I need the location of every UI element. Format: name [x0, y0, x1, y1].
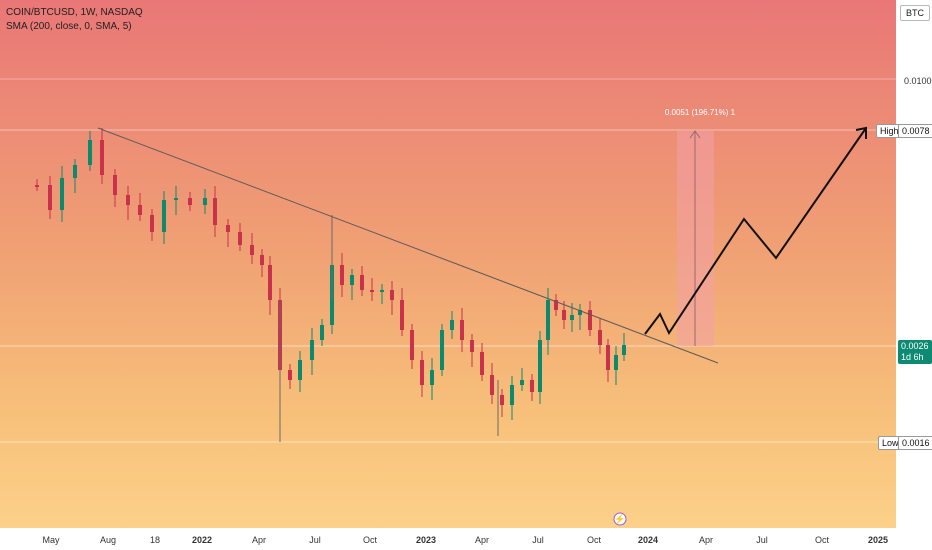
candle-body: [150, 215, 154, 232]
candle-body: [100, 140, 104, 175]
candle-body: [510, 385, 514, 405]
candle-body: [226, 225, 230, 232]
candle-body: [470, 340, 474, 352]
low-value: 0.0016: [898, 436, 932, 450]
candle-body: [538, 340, 542, 392]
candle-body: [250, 245, 254, 255]
candle-body: [410, 330, 414, 360]
candle-body: [546, 300, 550, 340]
candle-body: [570, 315, 574, 320]
candle-body: [430, 370, 434, 385]
candle-body: [174, 198, 178, 200]
candle-body: [35, 185, 39, 187]
bar-countdown: 1d 6h: [901, 352, 924, 362]
candle-body: [268, 265, 272, 300]
time-axis[interactable]: [0, 528, 932, 550]
candle-body: [530, 380, 534, 392]
measure-label: 0.0051 (196.71%) 1: [665, 108, 736, 117]
time-tick-label: Aug: [99, 535, 117, 545]
candle-body: [88, 140, 92, 165]
candle-body: [238, 232, 242, 245]
time-tick-label: 2024: [637, 535, 659, 545]
candle-body: [598, 330, 602, 345]
candle-body: [138, 205, 142, 215]
candle-body: [500, 395, 504, 405]
candle-body: [450, 320, 454, 330]
currency-badge[interactable]: BTC: [900, 5, 930, 21]
candle-body: [203, 198, 207, 205]
candle-body: [320, 325, 324, 340]
candle-body: [60, 178, 64, 210]
candle-body: [113, 175, 117, 195]
candle-body: [370, 290, 374, 292]
candle-body: [340, 265, 344, 285]
candle-body: [260, 255, 264, 265]
candle-body: [298, 360, 302, 380]
time-tick-label: 2025: [867, 535, 889, 545]
candle-body: [188, 198, 192, 205]
candle-body: [588, 310, 592, 330]
time-tick-label: Apr: [251, 535, 267, 545]
time-tick-label: Jul: [756, 535, 768, 545]
high-label: High: [876, 124, 903, 138]
candle-body: [490, 375, 494, 395]
candle-series: [35, 128, 626, 442]
descending-trendline[interactable]: [97, 127, 719, 364]
candle-body: [460, 320, 464, 340]
candle-body: [126, 195, 130, 205]
time-tick-label: 2022: [191, 535, 213, 545]
candle-body: [400, 300, 404, 330]
candle-body: [360, 275, 364, 290]
candle-body: [288, 370, 292, 380]
time-tick-label: Jul: [309, 535, 321, 545]
candle-body: [520, 380, 524, 385]
measure-arrow-head: [689, 130, 701, 139]
candle-body: [73, 165, 77, 178]
time-tick-label: 2023: [415, 535, 437, 545]
event-marker[interactable]: ⚡: [613, 512, 627, 526]
time-tick-label: Oct: [586, 535, 602, 545]
candle-body: [420, 360, 424, 385]
time-tick-label: Oct: [814, 535, 830, 545]
high-value: 0.0078: [898, 124, 932, 138]
time-tick-label: Jul: [532, 535, 544, 545]
candle-body: [48, 185, 52, 210]
candle-body: [350, 275, 354, 285]
candle-body: [578, 310, 582, 315]
time-tick-label: Apr: [698, 535, 714, 545]
candle-body: [162, 200, 166, 232]
candle-body: [562, 310, 566, 320]
grid-lines: [0, 78, 896, 443]
projection-path[interactable]: [644, 127, 867, 336]
candle-body: [614, 355, 618, 370]
time-tick-label: Oct: [362, 535, 378, 545]
current-price-badge: 0.0026 1d 6h: [898, 340, 932, 364]
candle-body: [606, 345, 610, 370]
time-tick-label: 18: [149, 535, 161, 545]
plot-area[interactable]: 0.0051 (196.71%) 1 ⚡: [0, 0, 896, 528]
time-tick-label: Apr: [474, 535, 490, 545]
candle-body: [554, 300, 558, 310]
candle-body: [440, 330, 444, 370]
symbol-title: COIN/BTCUSD, 1W, NASDAQ: [6, 7, 143, 18]
current-price: 0.0026: [901, 341, 929, 351]
candle-body: [390, 290, 394, 300]
projection-arrow-head: [855, 126, 867, 139]
candle-body: [310, 340, 314, 360]
price-tick-0100: 0.0100: [904, 76, 932, 86]
candle-body: [622, 345, 626, 355]
indicator-label: SMA (200, close, 0, SMA, 5): [6, 21, 132, 32]
lightning-icon: ⚡: [614, 513, 625, 525]
time-tick-label: May: [42, 535, 60, 545]
candle-body: [213, 198, 217, 225]
candle-body: [480, 352, 484, 375]
candle-body: [380, 290, 384, 292]
